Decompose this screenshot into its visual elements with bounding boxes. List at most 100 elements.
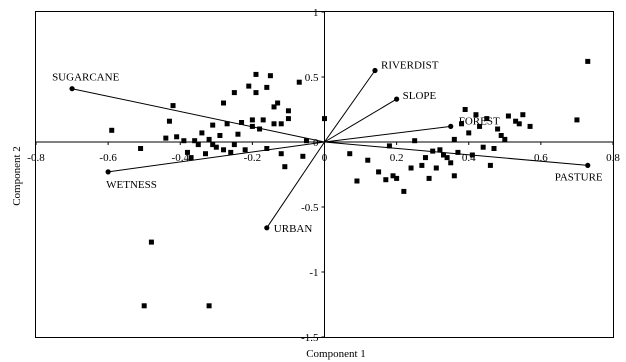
- score-point: [170, 103, 176, 109]
- score-point: [376, 169, 382, 175]
- loading-endpoint-sugarcane: [69, 86, 75, 92]
- loading-label-sugarcane: SUGARCANE: [52, 72, 120, 84]
- score-point: [430, 148, 436, 154]
- score-point: [574, 117, 580, 123]
- score-point: [217, 133, 223, 138]
- score-point: [235, 131, 241, 137]
- score-point: [451, 173, 457, 179]
- score-point: [473, 112, 479, 118]
- score-point: [278, 121, 284, 127]
- score-point: [224, 121, 230, 127]
- loading-vector-wetness: [108, 141, 325, 173]
- score-point: [469, 152, 475, 158]
- loading-label-urban: URBAN: [274, 223, 313, 235]
- score-point: [296, 79, 302, 85]
- score-point: [213, 144, 219, 150]
- score-point: [166, 118, 172, 124]
- score-point: [459, 121, 465, 127]
- score-point: [505, 113, 511, 119]
- score-point: [267, 73, 273, 79]
- loading-endpoint-urban: [264, 225, 270, 231]
- score-point: [444, 155, 450, 161]
- score-point: [246, 83, 252, 89]
- x-tick-label: 0: [322, 152, 328, 164]
- score-point: [347, 151, 353, 157]
- loading-endpoint-slope: [394, 96, 400, 102]
- loading-label-pasture: PASTURE: [555, 171, 603, 183]
- score-point: [437, 147, 443, 153]
- score-point: [491, 146, 497, 151]
- score-point: [448, 160, 454, 166]
- x-tick-label: 0.6: [534, 152, 548, 164]
- score-point: [231, 142, 237, 148]
- score-point: [188, 155, 194, 161]
- score-point: [365, 157, 371, 163]
- score-point: [412, 138, 418, 144]
- loading-label-riverdist: RIVERDIST: [381, 60, 439, 72]
- score-point: [260, 117, 266, 123]
- score-point: [148, 239, 154, 245]
- score-point: [419, 162, 425, 168]
- score-point: [303, 138, 309, 144]
- score-point: [206, 303, 212, 309]
- x-tick-label: 0.8: [606, 152, 620, 164]
- loading-endpoint-pasture: [585, 162, 591, 168]
- y-tick-label: 1: [313, 7, 319, 19]
- x-tick-label: -0.6: [99, 152, 117, 164]
- score-point: [386, 143, 392, 149]
- score-point: [109, 127, 115, 133]
- score-point: [195, 142, 201, 148]
- score-point: [181, 138, 187, 144]
- score-point: [174, 134, 180, 140]
- loading-endpoint-wetness: [105, 169, 111, 175]
- loading-vector-sugarcane: [71, 88, 325, 143]
- score-point: [192, 138, 198, 144]
- score-point: [199, 130, 205, 136]
- score-point: [462, 107, 468, 112]
- score-point: [495, 126, 501, 132]
- y-tick-label: 0: [313, 137, 319, 149]
- score-point: [253, 90, 259, 96]
- x-tick-label: -0.2: [244, 152, 261, 164]
- score-point: [239, 120, 245, 125]
- x-tick-label: 0.2: [390, 152, 404, 164]
- score-point: [249, 123, 255, 129]
- x-tick-label: -0.8: [27, 152, 45, 164]
- score-point: [513, 118, 519, 124]
- score-point: [441, 152, 447, 158]
- score-point: [275, 100, 281, 106]
- score-point: [257, 126, 263, 132]
- score-point: [202, 151, 208, 157]
- score-point: [271, 121, 277, 127]
- score-point: [322, 116, 327, 122]
- score-point: [163, 135, 169, 141]
- score-point: [285, 116, 291, 122]
- loading-label-forest: FOREST: [459, 115, 500, 127]
- x-tick-label: -0.4: [172, 152, 190, 164]
- score-point: [455, 149, 461, 155]
- y-tick-label: -0.5: [301, 202, 319, 214]
- score-point: [390, 173, 396, 179]
- score-point: [264, 84, 270, 90]
- score-point: [210, 122, 216, 128]
- loading-label-wetness: WETNESS: [106, 179, 157, 191]
- score-point: [516, 121, 522, 127]
- loading-vector-forest: [324, 125, 451, 143]
- score-point: [138, 146, 144, 151]
- score-point: [271, 104, 277, 110]
- y-axis-title: Component 2: [11, 146, 23, 206]
- score-point: [282, 164, 288, 170]
- loading-vector-slope: [324, 98, 397, 143]
- score-point: [408, 165, 414, 171]
- y-tick-label: -1.5: [301, 332, 319, 344]
- x-axis-title: Component 1: [306, 348, 366, 360]
- loading-endpoint-riverdist: [372, 67, 378, 74]
- x-tick-label: 0.4: [462, 152, 476, 164]
- score-point: [264, 146, 270, 151]
- score-point: [231, 90, 237, 96]
- score-point: [221, 100, 227, 106]
- loading-vector-urban: [266, 141, 325, 229]
- score-point: [502, 136, 508, 142]
- score-point: [354, 178, 360, 184]
- score-point: [520, 112, 526, 118]
